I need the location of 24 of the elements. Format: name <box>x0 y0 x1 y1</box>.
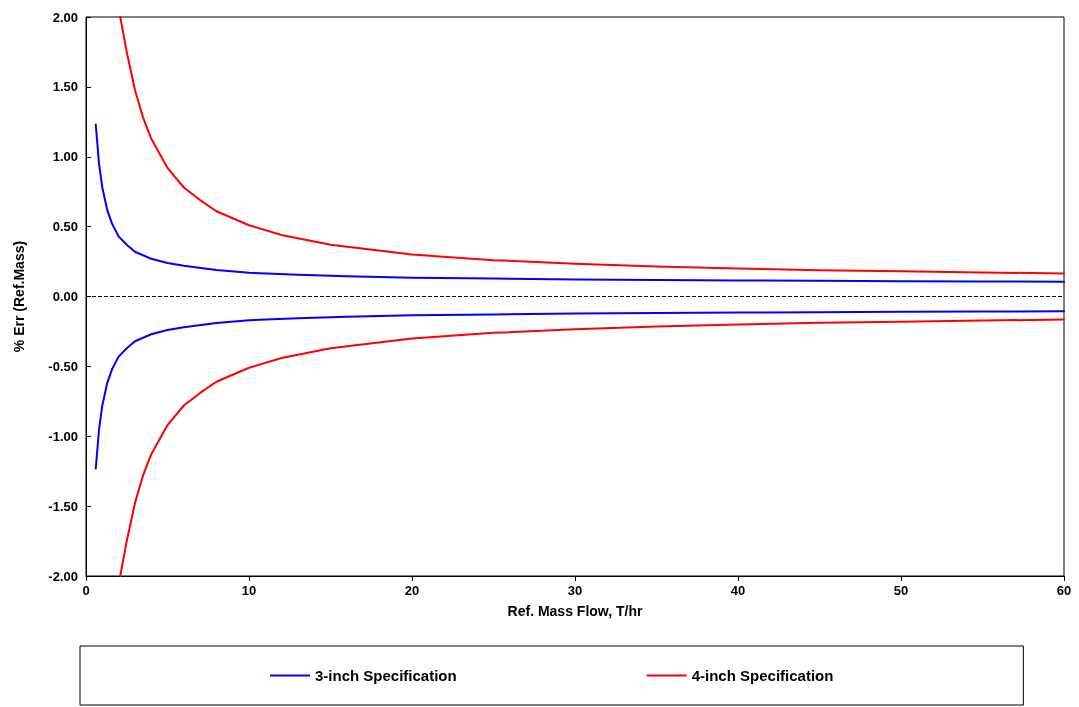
y-tick-label: 1.00 <box>52 149 78 165</box>
legend-label: 3-inch Specification <box>315 667 457 684</box>
line-series <box>119 16 1065 275</box>
x-tick-label: 40 <box>730 583 746 598</box>
line-series <box>94 310 1065 470</box>
y-tick-label: 0.00 <box>52 289 78 304</box>
y-tick-label: 1.50 <box>52 79 78 95</box>
y-tick-label: 2.00 <box>52 9 78 25</box>
x-tick-label: 20 <box>404 583 420 598</box>
line-series <box>94 123 1065 283</box>
y-tick-label: -2.00 <box>48 568 78 584</box>
y-tick-label: -0.50 <box>48 358 78 374</box>
y-tick-label: -1.50 <box>48 498 78 514</box>
x-tick-label: 60 <box>1056 583 1072 598</box>
x-tick-label: 50 <box>893 583 909 598</box>
y-tick-label: 0.50 <box>52 219 78 235</box>
y-tick-label: -1.00 <box>48 428 78 444</box>
legend-label: 4-inch Specification <box>691 667 834 684</box>
x-axis-title: Ref. Mass Flow, T/hr <box>507 603 643 619</box>
x-tick-label: 0 <box>82 583 90 598</box>
y-axis-title: % Err (Ref.Mass) <box>11 240 27 353</box>
x-tick-label: 10 <box>241 583 257 598</box>
x-tick-label: 30 <box>567 583 583 598</box>
line-series <box>119 318 1065 577</box>
